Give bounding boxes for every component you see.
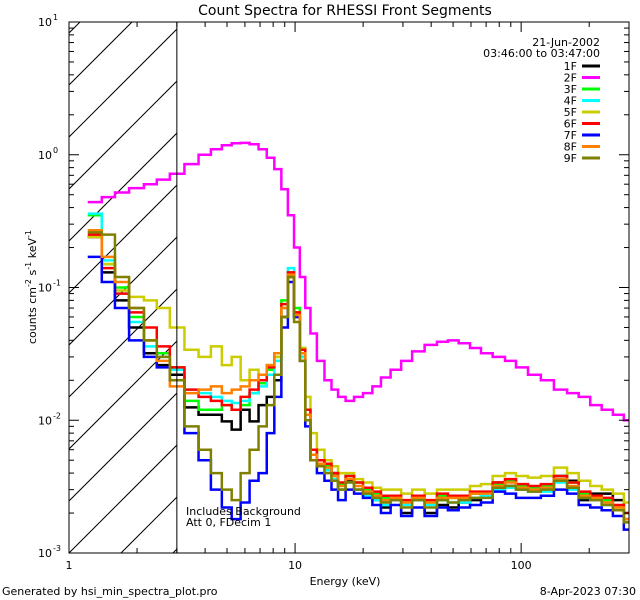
y-label-part: s [26,269,39,278]
legend-label: 4F [564,95,577,108]
y-label-exp: -1 [24,262,33,270]
hatch-line [69,444,177,553]
y-label-part: keV [26,238,39,262]
hatch-line [69,80,177,190]
hatch-line [69,28,177,138]
series-layer [87,141,629,531]
y-tick-label: 10 [38,149,52,162]
legend-label: 1F [564,60,577,73]
footer-timestamp: 8-Apr-2023 07:30 [540,585,636,598]
legend-label: 5F [564,106,577,119]
y-tick-label: 10 [38,547,52,560]
legend-label: 9F [564,152,577,165]
y-tick-label: 10 [38,282,52,295]
legend-label: 6F [564,118,577,131]
y-tick-exponent: -3 [53,544,61,553]
chart-title: Count Spectra for RHESSI Front Segments [198,3,492,19]
y-tick-exponent: -2 [53,411,61,420]
y-tick-exponent: -1 [53,279,61,288]
y-axis-label: counts cm-2 s-1 keV-1 [24,230,39,344]
y-tick-exponent: 0 [53,146,58,155]
x-axis-label: Energy (keV) [310,575,381,588]
series-9F [87,231,629,524]
date-label: 21-Jun-2002 [532,36,600,49]
note-background: Includes Background [186,505,301,518]
series-5F [87,235,629,504]
hatch-line [69,392,177,502]
footer-generated-by: Generated by hsi_min_spectra_plot.pro [2,585,218,598]
y-label-exp: -1 [24,230,33,238]
legend-label: 3F [564,83,577,96]
time-range-label: 03:46:00 to 03:47:00 [483,47,600,60]
y-label-part: counts cm [26,287,39,344]
x-tick-label: 100 [511,559,532,572]
legend-label: 2F [564,72,577,85]
series-2F [87,141,629,422]
x-tick-label: 10 [288,559,302,572]
legend-label: 7F [564,129,577,142]
y-tick-exponent: 1 [53,13,58,22]
y-label-exp: -2 [24,279,33,287]
y-tick-label: 10 [38,16,52,29]
series-6F [87,233,629,515]
legend-label: 8F [564,141,577,154]
x-tick-label: 1 [66,559,73,572]
y-tick-label: 10 [38,414,52,427]
note-attenuator: Att 0, FDecim 1 [186,516,271,529]
